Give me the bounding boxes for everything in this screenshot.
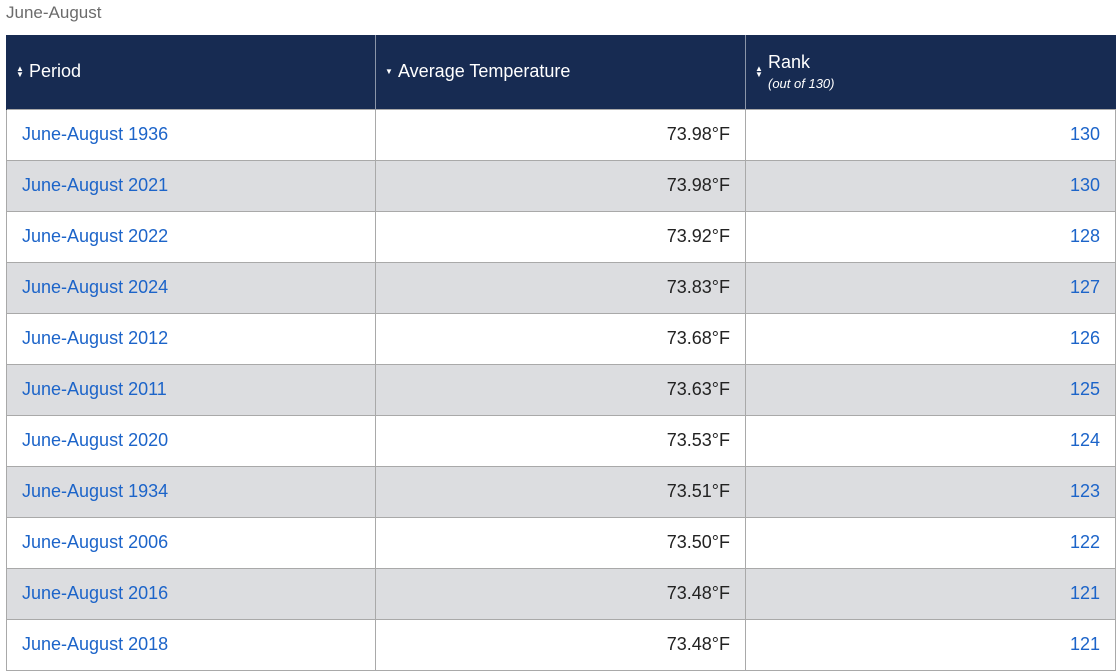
rank-cell: 124 bbox=[745, 414, 1116, 467]
temperature-cell: 73.48°F bbox=[375, 618, 746, 671]
temperature-cell: 73.98°F bbox=[375, 108, 746, 161]
table-row: June-August 2012 73.68°F 126 bbox=[6, 312, 1116, 365]
rank-cell: 125 bbox=[745, 363, 1116, 416]
period-cell[interactable]: June-August 2016 bbox=[6, 567, 376, 620]
period-link[interactable]: June-August 2021 bbox=[22, 175, 169, 195]
period-link[interactable]: June-August 2020 bbox=[22, 430, 169, 450]
rank-cell: 130 bbox=[745, 159, 1116, 212]
temperature-column-header[interactable]: ▼ Average Temperature bbox=[375, 35, 746, 109]
temperature-cell: 73.98°F bbox=[375, 159, 746, 212]
period-link[interactable]: June-August 1934 bbox=[22, 481, 169, 501]
temperature-rank-table: ▲ ▼ Period ▼ Average Temperature ▲ ▼ Rank … bbox=[6, 35, 1116, 671]
rank-header-label: Rank bbox=[768, 52, 811, 73]
temperature-cell: 73.63°F bbox=[375, 363, 746, 416]
header-row: ▲ ▼ Period ▼ Average Temperature ▲ ▼ Rank … bbox=[6, 35, 1116, 109]
table-row: June-August 2011 73.63°F 125 bbox=[6, 363, 1116, 416]
sort-descending-icon: ▼ bbox=[385, 67, 393, 77]
rank-cell: 121 bbox=[745, 618, 1116, 671]
period-link[interactable]: June-August 2024 bbox=[22, 277, 169, 297]
rank-cell: 127 bbox=[745, 261, 1116, 314]
rank-cell: 123 bbox=[745, 465, 1116, 518]
sort-both-icon: ▲ ▼ bbox=[755, 63, 763, 79]
table-row: June-August 2022 73.92°F 128 bbox=[6, 210, 1116, 263]
table-row: June-August 2006 73.50°F 122 bbox=[6, 516, 1116, 569]
rank-cell: 121 bbox=[745, 567, 1116, 620]
temperature-cell: 73.48°F bbox=[375, 567, 746, 620]
period-link[interactable]: June-August 2018 bbox=[22, 634, 169, 654]
period-link[interactable]: June-August 2022 bbox=[22, 226, 169, 246]
period-cell[interactable]: June-August 2021 bbox=[6, 159, 376, 212]
temperature-header-label: Average Temperature bbox=[398, 61, 571, 82]
rank-cell: 122 bbox=[745, 516, 1116, 569]
period-link[interactable]: June-August 2012 bbox=[22, 328, 169, 348]
period-link[interactable]: June-August 2016 bbox=[22, 583, 169, 603]
period-link[interactable]: June-August 2011 bbox=[22, 379, 167, 399]
period-cell[interactable]: June-August 2020 bbox=[6, 414, 376, 467]
period-cell[interactable]: June-August 2018 bbox=[6, 618, 376, 671]
table-row: June-August 2016 73.48°F 121 bbox=[6, 567, 1116, 620]
period-cell[interactable]: June-August 2022 bbox=[6, 210, 376, 263]
table-row: June-August 2018 73.48°F 121 bbox=[6, 618, 1116, 671]
temperature-cell: 73.83°F bbox=[375, 261, 746, 314]
table-row: June-August 2021 73.98°F 130 bbox=[6, 159, 1116, 212]
period-cell[interactable]: June-August 2024 bbox=[6, 261, 376, 314]
period-column-header[interactable]: ▲ ▼ Period bbox=[6, 35, 376, 109]
rank-header-sublabel: (out of 130) bbox=[768, 76, 835, 92]
period-link[interactable]: June-August 1936 bbox=[22, 124, 169, 144]
temperature-cell: 73.53°F bbox=[375, 414, 746, 467]
sort-both-icon: ▲ ▼ bbox=[16, 63, 24, 79]
rank-cell: 126 bbox=[745, 312, 1116, 365]
table-caption: June-August bbox=[6, 3, 102, 22]
period-cell[interactable]: June-August 1936 bbox=[6, 108, 376, 161]
temperature-cell: 73.68°F bbox=[375, 312, 746, 365]
table-row: June-August 1936 73.98°F 130 bbox=[6, 108, 1116, 161]
period-cell[interactable]: June-August 2012 bbox=[6, 312, 376, 365]
period-cell[interactable]: June-August 1934 bbox=[6, 465, 376, 518]
temperature-cell: 73.50°F bbox=[375, 516, 746, 569]
rank-column-header[interactable]: ▲ ▼ Rank (out of 130) bbox=[745, 35, 1116, 109]
period-cell[interactable]: June-August 2011 bbox=[6, 363, 376, 416]
period-cell[interactable]: June-August 2006 bbox=[6, 516, 376, 569]
temperature-cell: 73.51°F bbox=[375, 465, 746, 518]
temperature-cell: 73.92°F bbox=[375, 210, 746, 263]
period-header-label: Period bbox=[29, 61, 82, 82]
rank-cell: 128 bbox=[745, 210, 1116, 263]
table-row: June-August 2024 73.83°F 127 bbox=[6, 261, 1116, 314]
table-row: June-August 1934 73.51°F 123 bbox=[6, 465, 1116, 518]
rank-cell: 130 bbox=[745, 108, 1116, 161]
table-row: June-August 2020 73.53°F 124 bbox=[6, 414, 1116, 467]
period-link[interactable]: June-August 2006 bbox=[22, 532, 169, 552]
